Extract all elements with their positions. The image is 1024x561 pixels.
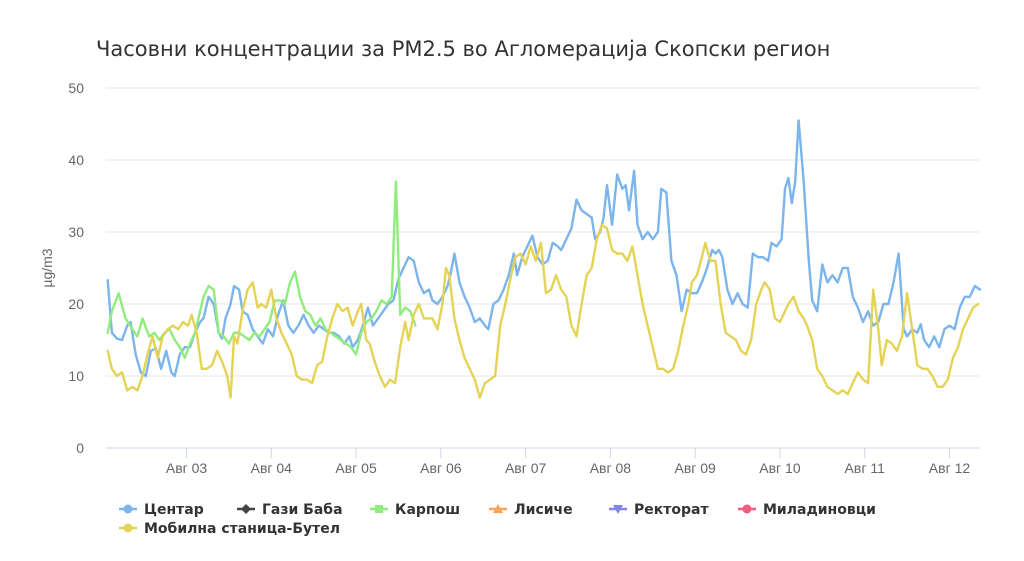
- chart-title: Часовни концентрации за PM2.5 во Агломер…: [96, 37, 830, 61]
- x-tick-label: Авг 07: [505, 460, 547, 476]
- legend-marker-icon: [241, 504, 251, 514]
- series-line-2: [106, 180, 417, 360]
- x-tick-label: Авг 09: [674, 460, 716, 476]
- legend-label: Мобилна станица-Бутел: [144, 521, 340, 537]
- legend-label: Гази Баба: [262, 502, 343, 518]
- series-line-6: [106, 223, 980, 399]
- y-axis-title: µg/m3: [39, 248, 55, 287]
- legend-item[interactable]: Мобилна станица-Бутел: [119, 521, 340, 537]
- legend-item[interactable]: Центар: [119, 502, 204, 518]
- legend: Центар Гази Баба Карпош Лисиче Ректорат Милад…: [119, 502, 876, 537]
- x-tick-label: Авг 05: [335, 460, 377, 476]
- legend-marker-icon: [123, 504, 133, 514]
- x-tick-label: Авг 08: [590, 460, 632, 476]
- legend-item[interactable]: Лисиче: [489, 502, 573, 518]
- x-tick-label: Авг 06: [420, 460, 462, 476]
- legend-item[interactable]: Карпош: [370, 502, 460, 518]
- legend-label: Карпош: [395, 502, 460, 518]
- legend-marker-icon: [375, 505, 383, 513]
- legend-label: Центар: [144, 502, 204, 518]
- x-tick-label: Авг 10: [759, 460, 801, 476]
- legend-label: Лисиче: [514, 502, 573, 518]
- y-tick-label: 30: [68, 224, 84, 240]
- y-tick-label: 0: [76, 440, 84, 456]
- x-tick-label: Авг 03: [166, 460, 208, 476]
- legend-item[interactable]: Миладиновци: [738, 502, 876, 518]
- x-axis-ticks: Авг 03 Авг 04 Авг 05 Авг 06 Авг 07 Авг 08 Авг …: [166, 448, 971, 476]
- legend-label: Миладиновци: [763, 502, 876, 518]
- series-lines: [106, 119, 982, 399]
- y-tick-label: 10: [68, 368, 84, 384]
- legend-item[interactable]: Ректорат: [609, 502, 709, 518]
- legend-label: Ректорат: [634, 502, 709, 518]
- y-tick-label: 50: [68, 80, 84, 96]
- legend-marker-icon: [613, 505, 623, 514]
- legend-item[interactable]: Гази Баба: [237, 502, 343, 518]
- y-axis-ticks: 0 10 20 30 40 50: [68, 80, 84, 456]
- legend-marker-icon: [123, 523, 133, 533]
- y-tick-label: 20: [68, 296, 84, 312]
- legend-marker-icon: [493, 504, 503, 513]
- legend-marker-icon: [742, 504, 752, 514]
- x-tick-label: Авг 04: [251, 460, 293, 476]
- x-tick-label: Авг 12: [929, 460, 971, 476]
- y-tick-label: 40: [68, 152, 84, 168]
- series-line-0: [106, 119, 982, 378]
- x-tick-label: Авг 11: [845, 460, 886, 476]
